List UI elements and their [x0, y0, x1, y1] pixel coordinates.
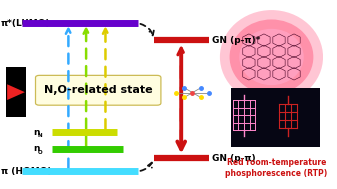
- Bar: [231, 88, 320, 147]
- Text: n: n: [33, 144, 39, 153]
- Text: N,O-related state: N,O-related state: [44, 85, 153, 95]
- Text: π*(LUMO): π*(LUMO): [1, 19, 50, 28]
- Bar: [5, 67, 27, 117]
- Text: Red room-temperature
phosphorescence (RTP): Red room-temperature phosphorescence (RT…: [225, 158, 328, 178]
- Text: N: N: [38, 133, 42, 138]
- Text: O: O: [38, 150, 42, 155]
- Ellipse shape: [239, 29, 304, 85]
- Ellipse shape: [220, 10, 323, 104]
- Polygon shape: [7, 84, 25, 100]
- Text: π (HOMO): π (HOMO): [1, 167, 51, 176]
- Text: GN (p-π): GN (p-π): [212, 154, 255, 163]
- FancyBboxPatch shape: [35, 75, 161, 105]
- Ellipse shape: [229, 19, 313, 94]
- Text: n: n: [33, 128, 39, 136]
- Text: GN (p-π)*: GN (p-π)*: [212, 36, 260, 45]
